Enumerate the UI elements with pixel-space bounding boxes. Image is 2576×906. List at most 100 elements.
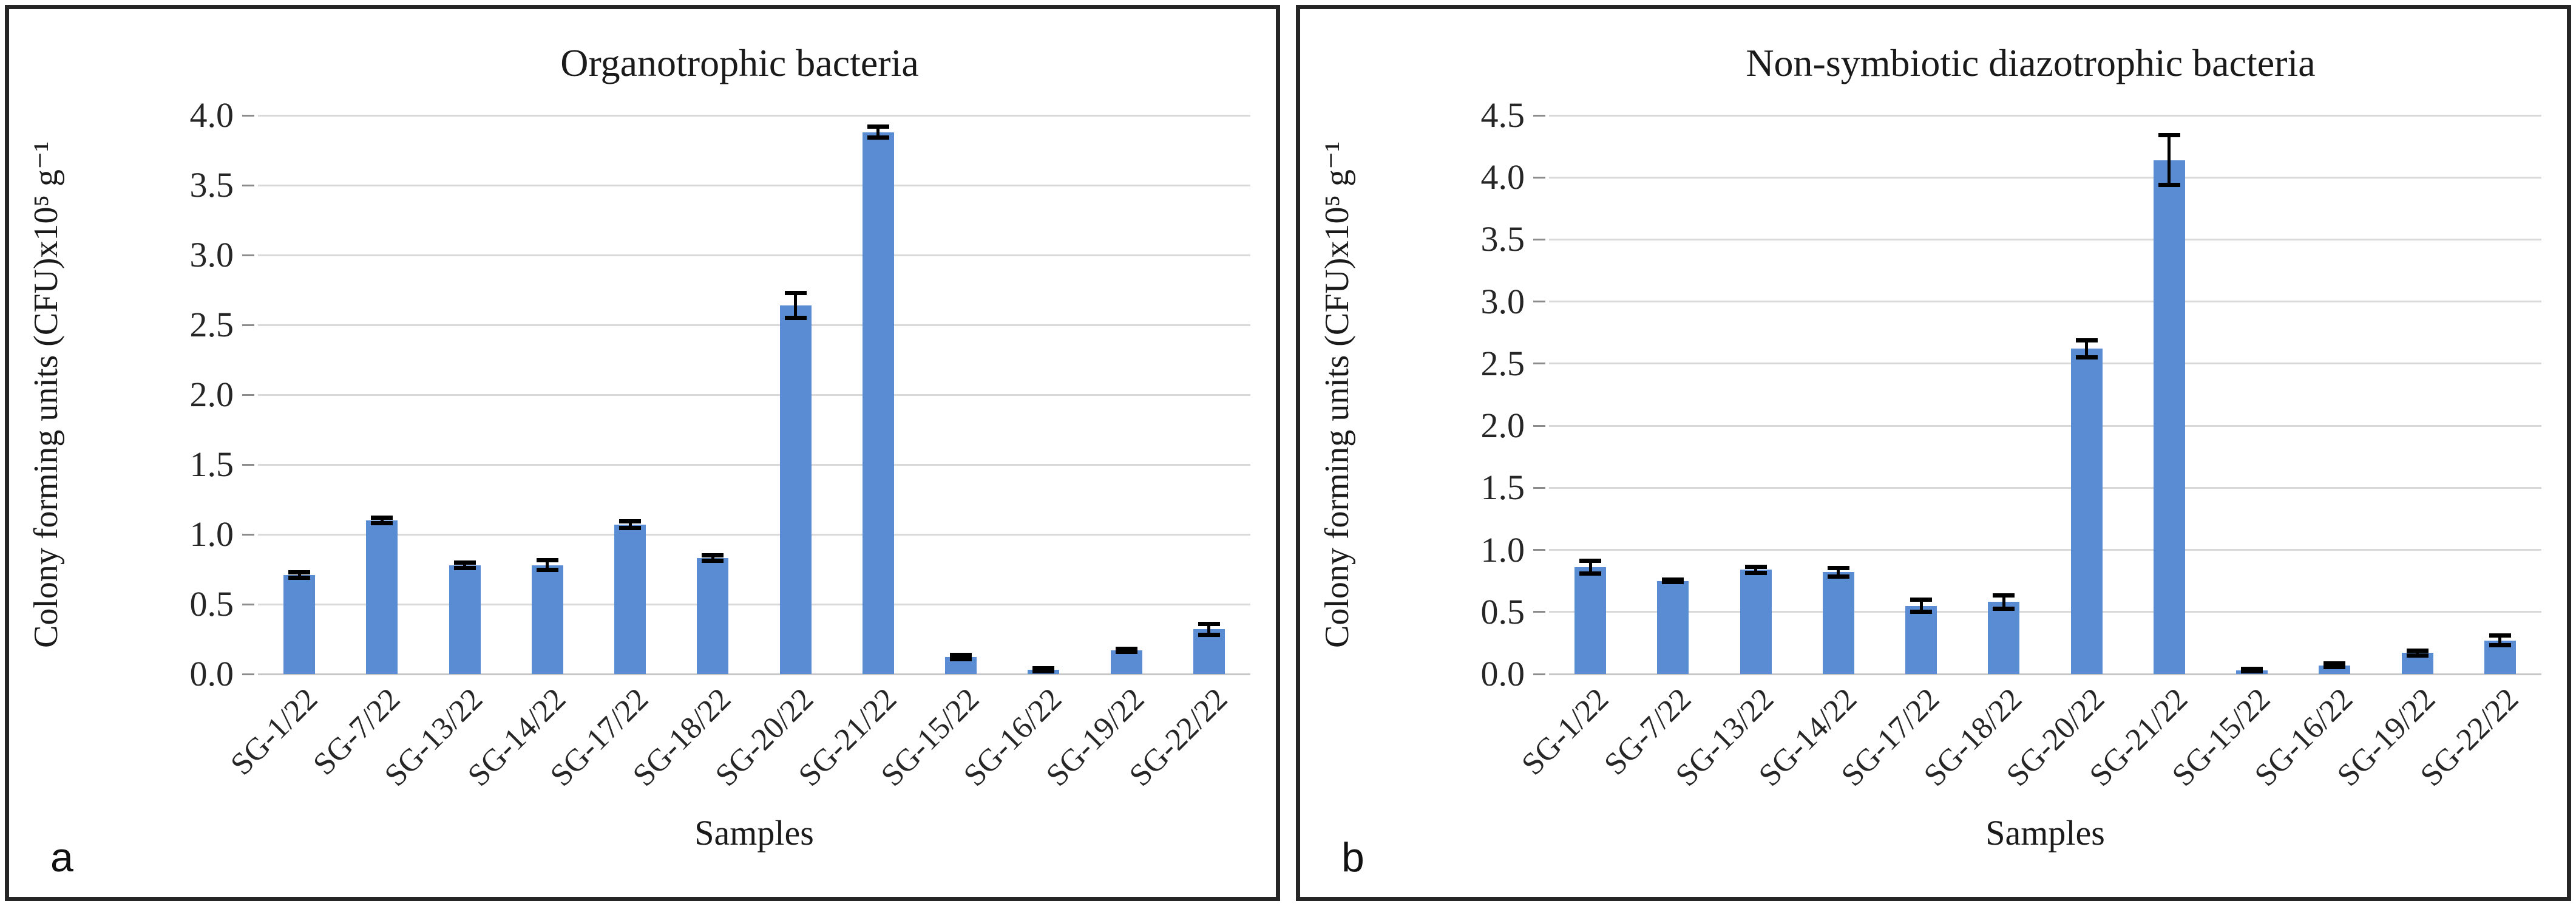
error-bar-cap [950,653,972,658]
y-tick-label: 3.0 [189,235,234,274]
x-axis-title: Samples [694,813,814,853]
y-tick-label: 2.0 [1480,406,1525,446]
y-tick-label: 4.0 [189,95,234,135]
y-axis-title: Colony forming units (CFU)x10⁵ g⁻¹ [1318,141,1356,649]
gridline [258,533,1250,536]
bar [531,565,563,674]
error-bar-cap [2241,667,2263,672]
error-bar-cap [702,553,724,557]
y-axis-tick [1533,176,1545,179]
error-bar-line [2168,135,2171,185]
panel-letter-a: a [50,834,73,880]
bar [2070,349,2103,674]
gridline [1549,238,2541,240]
error-bar-cap [1579,559,1602,564]
bar [1740,570,1772,674]
error-bar-cap [619,526,642,531]
error-bar-line [1588,560,1592,574]
error-bar-cap [1910,597,1933,602]
y-axis-tick [242,184,254,186]
gridline [1549,176,2541,179]
bar [1822,572,1854,674]
error-bar-cap [867,124,889,129]
error-bar-cap [1744,564,1767,569]
plot-area: 0.0 0.5 1.0 1.5 2.0 2.5 3.0 3.5 4.0 4.5 SG-1/22 SG-… [1481,98,2541,793]
error-bar-line [1207,624,1211,635]
error-bar-cap [2241,669,2263,674]
y-tick-label: 1.5 [189,444,234,484]
bar [283,574,316,674]
error-bar-cap [1993,607,2015,611]
error-bar-cap [1827,565,1849,570]
bar [1657,581,1689,674]
y-tick-label: 3.5 [189,165,234,205]
error-bar-cap [536,568,558,573]
error-bar-cap [371,515,393,520]
error-bar-line [711,555,714,561]
y-axis-tick [242,254,254,256]
error-bar-line [2498,635,2502,645]
y-tick-label: 0.0 [189,654,234,693]
error-bar-cap [702,559,724,564]
y-axis-tick [1533,611,1545,613]
y-axis-tick [242,393,254,396]
error-bar-cap [1032,669,1055,673]
error-bar-cap [1032,666,1055,671]
bar [779,305,812,674]
x-axis-line [258,673,1250,675]
error-bar-cap [2406,653,2429,658]
chart-title: Non-symbiotic diazotrophic bacteria [1746,41,2316,84]
bar [2153,160,2185,674]
bar [697,558,729,674]
panel-organotrophic: Organotrophic bacteria Colony forming un… [5,5,1280,901]
y-tick-label: 2.5 [189,305,234,344]
error-bar-cap [784,290,807,295]
y-tick-label: 3.0 [1480,281,1525,321]
error-bar-cap [371,521,393,526]
error-bar-line [2002,595,2005,609]
x-axis-line [1549,673,2541,675]
error-bar-cap [1115,649,1137,654]
y-tick-label: 1.0 [189,514,234,554]
gridline [258,254,1250,256]
error-bar-cap [2489,643,2511,648]
x-tick-label: SG-1/22 [224,681,325,782]
error-bar-cap [1662,577,1684,582]
bar [1110,650,1142,674]
error-bar-line [2085,340,2089,358]
y-tick-label: 0.0 [1480,654,1525,693]
y-tick-label: 0.5 [189,584,234,624]
gridline [1549,486,2541,489]
error-bar-cap [950,657,972,662]
error-bar-line [628,521,632,528]
error-bar-cap [2323,661,2346,666]
error-bar-cap [1744,570,1767,575]
bar [1988,602,2020,674]
y-tick-label: 4.5 [1480,95,1525,135]
gridline [1549,424,2541,427]
gridline [258,184,1250,186]
error-bar-cap [1662,580,1684,585]
gridline [1549,301,2541,303]
error-bar-cap [453,565,476,570]
y-axis-tick [1533,673,1545,675]
error-bar-cap [2075,338,2098,342]
y-tick-label: 3.5 [1480,219,1525,259]
gridline [1549,363,2541,365]
error-bar-cap [2158,183,2180,187]
error-bar-cap [288,575,311,580]
y-axis-tick [1533,424,1545,427]
error-bar-line [1837,568,1840,577]
error-bar-line [2416,650,2419,656]
gridline [258,324,1250,326]
y-tick-label: 2.0 [189,375,234,414]
error-bar-cap [867,135,889,140]
error-bar-cap [784,316,807,320]
bar [1574,567,1607,674]
y-axis-tick [1533,238,1545,240]
error-bar-cap [1198,633,1220,638]
gridline [258,463,1250,466]
y-tick-label: 4.0 [1480,157,1525,197]
error-bar-cap [1579,571,1602,576]
x-axis-title: Samples [1985,813,2105,853]
